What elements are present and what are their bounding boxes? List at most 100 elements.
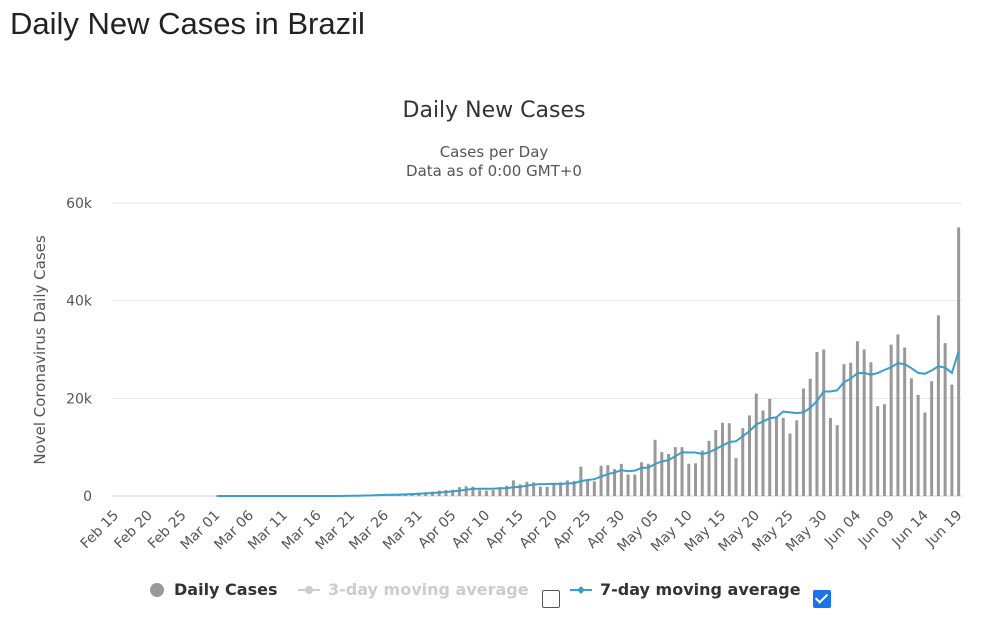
bar [748,415,751,496]
bar [909,378,913,496]
bar [943,343,947,496]
bar [923,412,927,496]
bar [741,428,745,496]
legend-item-7day-average[interactable]: 7-day moving average [570,580,801,599]
bar [518,484,522,496]
bar [768,398,772,496]
bar [606,465,610,496]
bar [471,486,475,496]
y-tick-label: 60k [66,196,93,212]
bar [457,487,461,496]
ma7-line [216,351,960,497]
legend-3day-label: 3-day moving average [328,580,529,599]
bar [936,315,940,496]
bar [653,439,657,496]
bar [505,485,509,496]
bar [626,474,630,496]
bar [559,482,563,496]
bar [842,364,846,496]
page-title: Daily New Cases in Brazil [10,6,365,41]
bar [532,482,536,496]
bar [619,463,623,496]
legend-daily-label: Daily Cases [174,580,278,599]
bar [835,425,839,496]
y-tick-label: 40k [66,294,93,310]
bar [599,465,603,496]
bar [525,481,529,496]
bar [484,490,488,496]
bar [815,351,819,496]
bar [667,454,671,496]
bar [882,404,886,496]
y-tick-label: 20k [66,391,93,407]
x-tick-label: Jun 19 [922,508,965,551]
bar [586,478,590,496]
bar [633,474,637,496]
legend-7day-line-icon [570,585,592,594]
legend-3day-line-icon [298,585,320,594]
bar [869,362,873,496]
legend-daily-marker-icon [150,582,164,597]
bar [646,463,650,496]
bar [822,349,826,496]
bar [903,347,907,496]
bar [694,463,698,496]
bar [916,394,920,496]
bar [565,480,569,496]
y-axis-label: Novel Coronavirus Daily Cases [31,235,49,465]
bar [761,410,765,496]
toggle-7day-average-checkbox[interactable] [813,590,831,608]
bar [889,344,893,496]
bar [613,469,617,496]
bar [592,481,596,496]
legend-7day-label: 7-day moving average [600,580,801,599]
bar [721,422,725,496]
bar [734,457,738,496]
bar [572,480,576,496]
bar [788,433,792,496]
y-tick-label: 0 [83,489,92,505]
bar [660,452,664,496]
bar [700,450,704,496]
bar [498,487,502,496]
bar [687,463,691,496]
bar [707,440,711,496]
chart-title: Daily New Cases [403,98,586,123]
bar [774,416,778,496]
bar [538,486,542,496]
bar [552,483,556,496]
x-tick-label: Jun 04 [821,507,864,550]
bar [849,362,853,496]
bar [862,349,866,496]
bar [855,341,859,496]
bar [545,486,549,496]
bar [781,417,785,496]
bar [896,334,900,496]
bar [808,378,812,496]
legend-item-daily-cases[interactable]: Daily Cases [150,580,277,599]
bar [876,406,880,496]
bar [950,384,954,496]
x-tick-label: Jun 09 [855,508,898,551]
bar [640,462,644,496]
legend-item-3day-average[interactable]: 3-day moving average [298,580,529,599]
x-tick-label: Jun 14 [888,507,931,550]
toggle-3day-average-checkbox[interactable] [542,590,560,608]
chart-subtitle-1: Cases per Day [440,143,549,161]
bar [714,430,718,496]
bar [828,417,832,496]
bar [451,489,455,496]
bar [491,490,495,496]
bar [957,227,961,496]
bar [795,420,799,496]
bar [444,490,448,496]
bar [727,423,731,496]
bar [673,447,677,496]
chart-legend: Daily Cases 3-day moving average 7-day m… [0,580,983,610]
bar [930,381,934,496]
bar [680,447,684,496]
bar [478,490,482,496]
bar [754,393,758,496]
bar [464,486,468,496]
